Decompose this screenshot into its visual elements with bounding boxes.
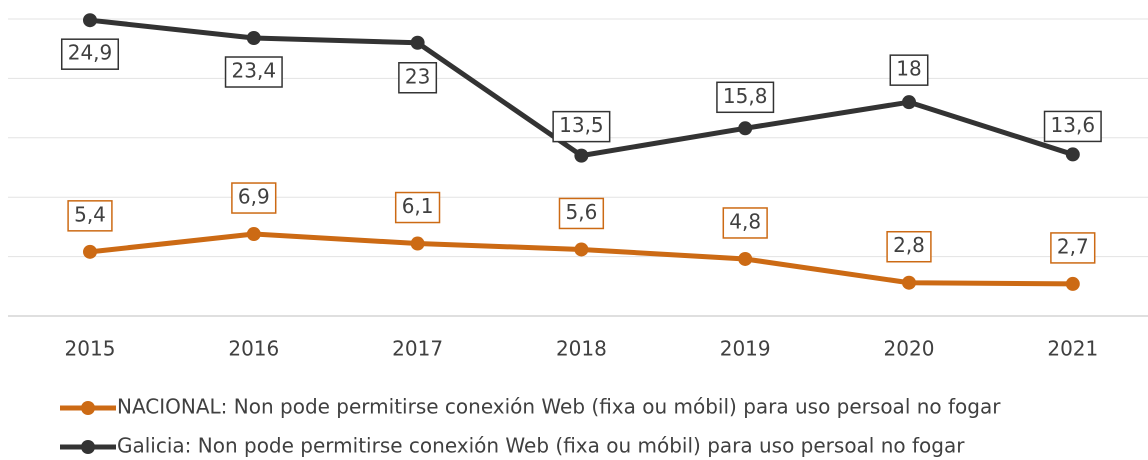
- data-label-text: 13,6: [1051, 113, 1096, 137]
- x-tick-label: 2017: [392, 337, 443, 361]
- data-label-text: 24,9: [68, 41, 113, 65]
- x-tick-label: 2020: [884, 337, 935, 361]
- data-label-text: 6,9: [238, 185, 270, 209]
- data-label: 13,5: [552, 110, 611, 143]
- data-label-text: 2,8: [893, 233, 925, 257]
- data-label-text: 6,1: [402, 194, 434, 218]
- data-label-text: 2,7: [1057, 234, 1089, 258]
- data-label-text: 5,4: [74, 202, 106, 226]
- data-label: 24,9: [60, 38, 120, 70]
- data-label-box: [552, 110, 611, 143]
- data-label-text: 23: [405, 64, 430, 88]
- legend-marker: [81, 401, 95, 415]
- data-label-box: [886, 230, 932, 263]
- data-label: 15,8: [716, 81, 775, 114]
- x-tick-label: 2018: [556, 337, 607, 361]
- data-label-box: [1043, 110, 1102, 143]
- data-label-box: [67, 200, 113, 232]
- data-label: 6,9: [231, 182, 277, 214]
- data-label-text: 15,8: [723, 84, 768, 108]
- data-label-box: [1050, 232, 1096, 264]
- data-label: 2,7: [1050, 232, 1096, 264]
- data-point: [246, 31, 261, 46]
- data-label: 6,1: [394, 191, 441, 224]
- legend-label: NACIONAL: Non pode permitirse conexión W…: [117, 395, 1001, 419]
- data-label-box: [60, 38, 120, 70]
- data-label: 13,6: [1043, 110, 1102, 143]
- data-label: 5,6: [558, 197, 605, 230]
- x-tick-label: 2019: [720, 337, 771, 361]
- data-point: [246, 227, 261, 242]
- x-tick-label: 2021: [1047, 337, 1098, 361]
- data-label-box: [558, 197, 605, 230]
- data-label: 18: [889, 54, 929, 86]
- data-label-text: 4,8: [729, 209, 761, 233]
- data-point: [1065, 276, 1080, 291]
- data-point: [83, 244, 97, 259]
- data-point: [574, 148, 589, 163]
- data-label: 2,8: [886, 230, 932, 263]
- data-label: 5,4: [67, 200, 113, 232]
- legend-label: Galicia: Non pode permitirse conexión We…: [117, 434, 965, 458]
- data-label-text: 13,5: [559, 113, 604, 137]
- data-point: [738, 121, 753, 136]
- legend-marker: [81, 440, 95, 454]
- data-label-text: 23,4: [232, 59, 277, 83]
- data-point: [410, 236, 425, 251]
- data-label-box: [716, 81, 775, 114]
- data-point: [738, 251, 753, 266]
- data-label-text: 5,6: [565, 200, 597, 224]
- data-label-box: [722, 207, 768, 239]
- data-point: [83, 13, 97, 28]
- data-label: 4,8: [722, 207, 768, 239]
- data-point: [902, 95, 916, 110]
- x-tick-label: 2016: [228, 337, 279, 361]
- data-label-box: [398, 62, 438, 94]
- data-point: [410, 35, 425, 50]
- data-label-box: [231, 182, 277, 214]
- data-point: [902, 275, 916, 290]
- data-label: 23: [398, 62, 438, 94]
- data-label: 23,4: [224, 56, 283, 88]
- data-label-box: [224, 56, 283, 88]
- data-label-box: [889, 54, 929, 86]
- x-tick-label: 2015: [65, 337, 116, 361]
- data-label-box: [394, 191, 441, 224]
- data-point: [574, 242, 589, 257]
- data-point: [1065, 147, 1080, 162]
- data-label-text: 18: [896, 57, 921, 81]
